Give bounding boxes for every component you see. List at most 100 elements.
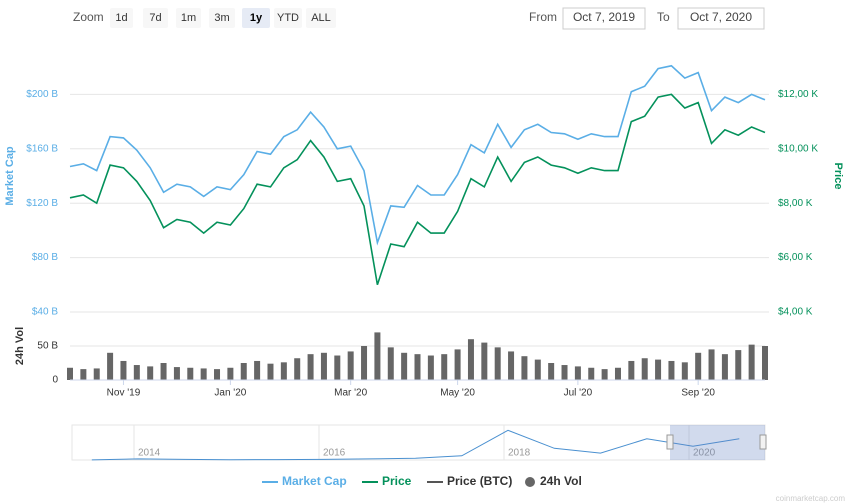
volume-bar — [294, 358, 301, 380]
from-input[interactable] — [562, 7, 646, 30]
volume-bar — [534, 359, 541, 380]
y-tick-label: $40 B — [32, 307, 58, 318]
zoom-button[interactable]: 7d — [143, 8, 168, 28]
volume-bar — [454, 349, 461, 380]
navigator-label: 2014 — [138, 448, 161, 459]
zoom-button[interactable]: 1m — [176, 8, 201, 28]
volume-bar — [601, 369, 608, 380]
y-axis-title: Market Cap — [4, 146, 16, 206]
zoom-button-label[interactable]: YTD — [277, 12, 299, 24]
volume-bar — [200, 368, 207, 380]
volume-bar — [441, 354, 448, 380]
zoom-label: Zoom — [73, 10, 104, 24]
volume-bar — [695, 352, 702, 380]
zoom-button-label[interactable]: 7d — [149, 12, 161, 24]
zoom-button-bg[interactable] — [306, 8, 336, 28]
zoom-button-label[interactable]: 3m — [214, 12, 229, 24]
zoom-button-bg[interactable] — [176, 8, 201, 28]
y-tick-label: $160 B — [26, 143, 58, 154]
series-line — [69, 64, 766, 246]
x-tick-label: Sep '20 — [681, 388, 715, 399]
to-input[interactable] — [677, 7, 765, 30]
volume-bar — [347, 351, 354, 380]
legend-marker[interactable] — [525, 477, 535, 487]
legend-label[interactable]: Price (BTC) — [447, 474, 512, 488]
zoom-button-bg[interactable] — [110, 8, 133, 28]
volume-bar — [548, 363, 555, 380]
navigator-line — [91, 429, 740, 461]
volume-bar — [748, 344, 755, 380]
legend-label[interactable]: Price — [382, 474, 412, 488]
y2-tick-label: $6,00 K — [778, 252, 813, 263]
zoom-button[interactable]: ALL — [306, 8, 336, 28]
zoom-button-bg[interactable] — [242, 8, 270, 28]
volume-bar — [67, 367, 73, 380]
from-label: From — [529, 10, 557, 24]
legend-label[interactable]: 24h Vol — [540, 474, 582, 488]
volume-bar — [467, 339, 474, 380]
from-date[interactable]: Oct 7, 2019 — [573, 10, 635, 24]
navigator-selection[interactable] — [670, 425, 765, 460]
zoom-button-bg[interactable] — [143, 8, 168, 28]
x-tick-label: Nov '19 — [107, 388, 141, 399]
y2-tick-label: $8,00 K — [778, 198, 813, 209]
volume-bar — [361, 346, 368, 380]
volume-bar — [387, 347, 394, 380]
navigator-handle[interactable] — [759, 434, 767, 450]
to-date[interactable]: Oct 7, 2020 — [690, 10, 752, 24]
watermark: coinmarketcap.com — [776, 494, 846, 503]
volume-bar — [494, 347, 501, 380]
volume-bar — [214, 369, 221, 380]
vol-axis-title: 24h Vol — [14, 327, 26, 365]
zoom-button-label[interactable]: 1y — [250, 12, 263, 24]
volume-bar — [173, 367, 180, 380]
y-tick-label: $200 B — [26, 89, 58, 100]
volume-bar — [240, 363, 247, 380]
y-tick-label: $120 B — [26, 198, 58, 209]
y-tick-label: $80 B — [32, 252, 58, 263]
volume-bar — [668, 360, 675, 380]
volume-bar — [735, 350, 742, 380]
volume-bar — [481, 342, 488, 380]
zoom-button[interactable]: 1d — [110, 8, 133, 28]
navigator-label: 2018 — [508, 448, 531, 459]
zoom-button-label[interactable]: ALL — [311, 12, 331, 24]
volume-bar — [93, 368, 100, 380]
navigator-label: 2020 — [693, 448, 716, 459]
volume-bar — [561, 365, 568, 380]
zoom-button[interactable]: 3m — [209, 8, 235, 28]
zoom-button-label[interactable]: 1m — [181, 12, 196, 24]
x-tick-label: Mar '20 — [334, 388, 367, 399]
volume-bar — [721, 354, 728, 380]
volume-bar — [280, 362, 287, 380]
zoom-button-label[interactable]: 1d — [115, 12, 127, 24]
navigator-handle[interactable] — [666, 434, 674, 450]
volume-bar — [508, 351, 515, 380]
volume-bar — [267, 363, 274, 380]
volume-bar — [628, 360, 635, 380]
volume-bar — [762, 346, 768, 380]
volume-bar — [227, 367, 234, 380]
volume-bar — [521, 356, 528, 380]
zoom-button[interactable]: 1y — [242, 8, 270, 28]
zoom-button-bg[interactable] — [274, 8, 302, 28]
volume-bar — [80, 369, 87, 380]
x-tick-label: Jul '20 — [564, 388, 593, 399]
y2-tick-label: $12,00 K — [778, 89, 818, 100]
zoom-button-bg[interactable] — [209, 8, 235, 28]
volume-bar — [401, 352, 408, 380]
navigator-frame — [71, 424, 766, 461]
volume-bar — [374, 332, 381, 380]
y2-tick-label: $4,00 K — [778, 307, 813, 318]
volume-bar — [187, 367, 194, 380]
volume-bar — [334, 355, 341, 380]
x-tick-label: May '20 — [440, 388, 475, 399]
volume-bar — [307, 354, 314, 380]
vol-tick-label: 0 — [52, 375, 58, 386]
legend-label[interactable]: Market Cap — [282, 474, 347, 488]
volume-bar — [320, 352, 327, 380]
volume-bar — [574, 366, 581, 380]
zoom-button[interactable]: YTD — [274, 8, 302, 28]
x-tick-label: Jan '20 — [214, 388, 246, 399]
